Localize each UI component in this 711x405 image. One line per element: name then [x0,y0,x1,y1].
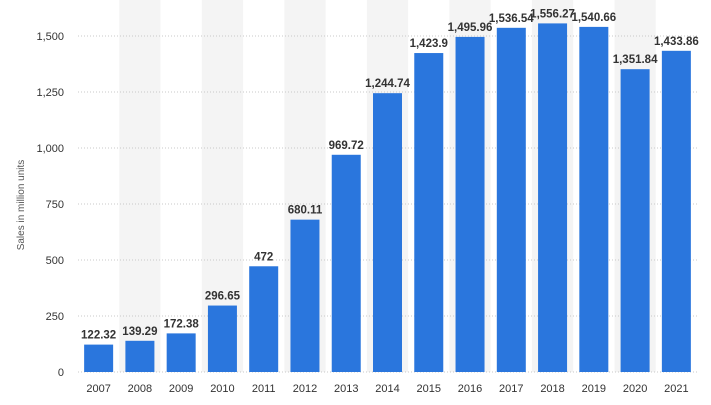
bar [84,344,114,372]
x-tick-label: 2016 [458,383,482,395]
y-tick-label: 0 [58,367,64,379]
y-axis-title: Sales in million units [16,160,27,251]
value-label: 680.11 [288,205,323,217]
x-tick-label: 2009 [169,383,193,395]
bars [84,23,691,373]
value-label: 296.65 [205,291,241,303]
value-label: 1,556.27 [530,8,575,20]
x-tick-label: 2021 [664,383,688,395]
bar [290,219,320,372]
x-tick-label: 2015 [417,383,441,395]
x-tick-label: 2018 [540,383,564,395]
bar [331,154,361,372]
bar [125,340,155,372]
y-tick-label: 250 [46,311,64,323]
x-tick-label: 2012 [293,383,317,395]
bar [496,27,526,373]
x-tick-label: 2010 [210,383,234,395]
x-tick-label: 2017 [499,383,523,395]
y-tick-label: 1,250 [36,87,64,99]
value-label: 1,433.86 [654,36,699,48]
bar [455,36,485,372]
y-tick-label: 1,500 [36,31,64,43]
y-tick-label: 500 [46,255,64,267]
value-label: 122.32 [81,330,116,342]
value-label: 1,244.74 [365,78,410,90]
x-tick-label: 2007 [86,383,110,395]
x-tick-label: 2020 [623,383,647,395]
x-tick-label: 2014 [375,383,399,395]
y-tick-label: 1,000 [36,143,64,155]
bar [249,266,279,372]
bar [661,50,691,372]
x-tick-label: 2019 [582,383,606,395]
value-labels: 122.32 139.29 172.38 296.65 472 680.11 969.72 1… [81,8,699,341]
value-label: 1,495.96 [448,22,493,34]
bar [166,333,196,372]
background-band [119,0,161,372]
x-tick-label: 2011 [252,383,276,395]
bar [373,93,402,373]
value-label: 1,540.66 [571,12,616,24]
y-tick-label: 750 [46,199,64,211]
x-tick-label: 2013 [334,383,358,395]
bar [414,53,444,373]
bar [620,69,650,373]
value-label: 1,536.54 [489,13,534,25]
value-label: 139.29 [122,326,157,338]
x-tick-label: 2008 [128,383,152,395]
value-label: 969.72 [329,140,364,152]
value-label: 1,351.84 [613,54,658,66]
y-axis-ticks: 0 250 500 750 1,000 1,250 1,500 [36,31,64,379]
bar [579,26,609,373]
bar [207,305,237,372]
value-label: 172.38 [164,318,200,330]
x-axis-ticks: 2007 2008 2009 2010 2011 2012 2013 2014 2015 2016… [86,383,688,395]
value-label: 1,423.9 [410,38,448,50]
bar [538,23,568,373]
value-label: 472 [254,251,273,263]
